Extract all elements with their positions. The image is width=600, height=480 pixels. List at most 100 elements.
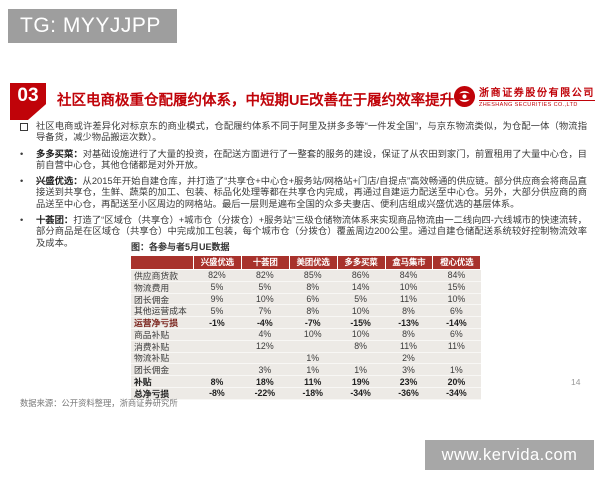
table-cell: -36% <box>398 388 419 399</box>
row-label: 运营净亏损 <box>134 318 178 329</box>
table-cell: 1% <box>450 364 463 375</box>
bullet-item: • 兴盛优选：从2015年开始自建仓库，并打造了“共享仓+中心仓+服务站/网格站+… <box>20 176 587 210</box>
table-row: 商品补贴 4% 10% 10% 8% 6% <box>131 328 481 341</box>
zheshang-logo-icon <box>453 85 476 107</box>
table-header-cell <box>131 256 193 269</box>
table-cell: 6% <box>450 305 463 316</box>
dot-bullet-icon: • <box>20 148 24 159</box>
bullet-text: 十荟团：打造了“区域仓（共享仓）+城市仓（分拨仓）+服务站”三级仓储物流体系来实… <box>36 215 587 248</box>
bullet-item: • 多多买菜：对基础设施进行了大量的投资，在配送方面进行了一整套的服务的建设，保证… <box>20 149 587 172</box>
table-cell: 10% <box>447 293 466 304</box>
row-label: 团长佣金 <box>134 294 170 305</box>
row-label: 团长佣金 <box>134 365 170 376</box>
table-cell: -15% <box>350 317 371 328</box>
table-cell: 14% <box>351 282 370 293</box>
table-cell: 12% <box>256 341 274 352</box>
table-header-cell: 多多买菜 <box>336 256 385 269</box>
table-header-cell: 兴盛优选 <box>193 256 241 269</box>
table-header-cell: 美团优选 <box>288 256 337 269</box>
table-cell: 11% <box>304 376 322 387</box>
table-header-cell: 十荟团 <box>240 256 289 269</box>
table-caption: 图：各参与者5月UE数据 <box>131 242 230 252</box>
table-cell: 20% <box>447 376 466 387</box>
table-cell: 11% <box>400 341 417 352</box>
table-cell: 6% <box>450 329 463 340</box>
table-cell: 5% <box>210 282 224 293</box>
table-cell: -1% <box>209 317 225 328</box>
ue-data-table: 兴盛优选 十荟团 美团优选 多多买菜 盒马集市 橙心优选 供应商货款 82% 82% 85% 86%… <box>131 256 481 400</box>
row-label: 物流费用 <box>134 282 170 293</box>
bullet-item: 社区电商或许差异化对标京东的商业模式，仓配履约体系不同于阿里及拼多多等“一件发全… <box>20 121 587 144</box>
table-cell: 82% <box>208 270 226 281</box>
table-cell: 8% <box>306 305 320 316</box>
table-cell: 3% <box>258 364 272 375</box>
data-source-note: 数据来源：公开资料整理，浙商证券研究所 <box>20 398 178 408</box>
table-row: 补贴 8% 18% 11% 19% 23% 20% <box>131 376 481 388</box>
table-cell: -34% <box>350 388 371 399</box>
table-cell: 4% <box>258 329 272 340</box>
table-cell: 11% <box>400 293 417 304</box>
table-header-cell: 橙心优选 <box>432 256 481 269</box>
table-row: 物流补贴 1% 2% <box>131 352 481 365</box>
row-label: 消费补贴 <box>134 341 170 352</box>
page-title: 社区电商极重仓配履约体系，中短期UE改善在于履约效率提升 <box>57 93 455 109</box>
table-row: 其他运营成本 5% 7% 8% 10% 8% 6% <box>131 305 481 318</box>
row-label: 总净亏损 <box>134 388 170 399</box>
bullet-text: 兴盛优选：从2015年开始自建仓库，并打造了“共享仓+中心仓+服务站/网格站+门… <box>36 176 587 209</box>
table-cell: 84% <box>399 270 418 281</box>
table-cell: 10% <box>256 293 274 304</box>
dot-bullet-icon: • <box>20 176 24 187</box>
row-label: 补贴 <box>134 377 152 388</box>
table-cell: 8% <box>354 341 367 352</box>
table-row: 供应商货款 82% 82% 85% 86% 84% 84% <box>131 270 481 282</box>
table-cell: 1% <box>354 364 367 375</box>
dot-bullet-icon: • <box>20 215 24 226</box>
table-row: 物流费用 5% 5% 8% 14% 10% 15% <box>131 281 481 294</box>
table-cell: -34% <box>446 388 467 399</box>
table-cell: 11% <box>447 341 465 352</box>
table-cell: 10% <box>351 305 370 316</box>
table-cell: 1% <box>306 352 320 363</box>
table-cell: 84% <box>447 270 466 281</box>
bullet-item: • 十荟团：打造了“区域仓（共享仓）+城市仓（分拨仓）+服务站”三级仓储物流体系来… <box>20 215 587 249</box>
square-bullet-icon <box>20 121 36 144</box>
table-row: 消费补贴 12% 8% 11% 11% <box>131 340 481 353</box>
section-number-badge: 03 <box>10 83 46 120</box>
table-cell: -7% <box>304 317 321 328</box>
table-cell: -14% <box>446 317 467 328</box>
table-cell: 19% <box>351 376 370 387</box>
site-watermark-badge: www.kervida.com <box>425 440 594 470</box>
table-cell: 82% <box>256 270 274 281</box>
table-cell: 10% <box>303 329 322 340</box>
table-cell: 8% <box>402 329 415 340</box>
table-cell: -22% <box>254 388 276 399</box>
row-label: 商品补贴 <box>134 329 170 340</box>
table-cell: 5% <box>354 293 367 304</box>
table-cell: 23% <box>399 376 418 387</box>
row-label: 其他运营成本 <box>134 306 187 317</box>
bullet-list: 社区电商或许差异化对标京东的商业模式，仓配履约体系不同于阿里及拼多多等“一件发全… <box>20 121 587 254</box>
table-cell: -4% <box>257 317 273 328</box>
company-name-cn: 浙商证券股份有限公司 <box>479 84 595 101</box>
table-row: 团长佣金 9% 10% 6% 5% 11% 10% <box>131 293 481 306</box>
tg-watermark-badge: TG: MYYJJPP <box>8 9 177 43</box>
table-cell: 6% <box>306 293 320 304</box>
table-cell: 10% <box>399 282 418 293</box>
table-cell: 3% <box>402 364 415 375</box>
table-cell: 7% <box>258 305 272 316</box>
table-row: 运营净亏损 -1% -4% -7% -15% -13% -14% <box>131 317 481 329</box>
company-logo: 浙商证券股份有限公司 ZHESHANG SECURITIES CO.,LTD <box>453 84 595 108</box>
bullet-text: 多多买菜：对基础设施进行了大量的投资，在配送方面进行了一整套的服务的建设，保证了… <box>36 148 587 170</box>
table-cell: 5% <box>258 282 272 293</box>
table-cell: 10% <box>351 329 370 340</box>
table-cell: 5% <box>210 305 224 316</box>
row-label: 物流补贴 <box>134 353 170 364</box>
table-cell: 8% <box>210 376 224 387</box>
table-header-cell: 盒马集市 <box>384 256 433 269</box>
table-cell: 85% <box>303 270 322 281</box>
table-cell: 8% <box>402 305 415 316</box>
table-cell: 15% <box>447 282 466 293</box>
table-cell: 9% <box>210 293 224 304</box>
table-row: 团长佣金 3% 1% 1% 3% 1% <box>131 364 481 377</box>
table-cell: -13% <box>398 317 419 328</box>
